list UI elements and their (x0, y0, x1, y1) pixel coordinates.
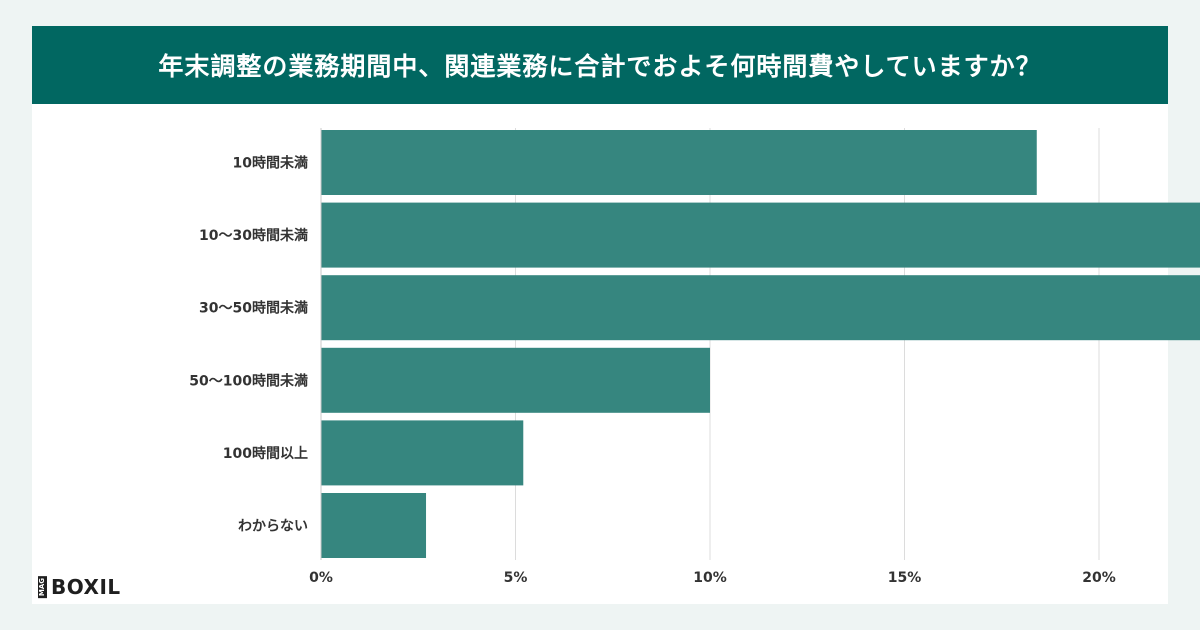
boxil-logo: MAG BOXIL (38, 575, 121, 600)
x-tick-label: 0% (309, 570, 333, 586)
category-label: 10時間未満 (233, 155, 308, 172)
category-label: 10〜30時間未満 (199, 227, 308, 244)
category-label: 50〜100時間未満 (189, 372, 308, 389)
logo-mag-tag: MAG (38, 576, 47, 599)
category-label: 100時間以上 (223, 445, 308, 462)
bar (321, 202, 1200, 268)
bar (321, 493, 427, 558)
bar (321, 420, 524, 486)
bar (321, 275, 1200, 341)
x-tick-label: 5% (504, 570, 528, 586)
x-tick-label: 20% (1082, 570, 1116, 586)
x-tick-label: 10% (693, 570, 727, 586)
category-label: 30〜50時間未満 (199, 300, 308, 317)
category-label: わからない (238, 519, 308, 535)
logo-wordmark: BOXIL (51, 575, 121, 600)
chart-title: 年末調整の業務期間中、関連業務に合計でおよそ何時間費やしていますか？ (158, 52, 1042, 81)
x-tick-label: 15% (888, 570, 922, 586)
bar (321, 130, 1037, 195)
chart-header: 年末調整の業務期間中、関連業務に合計でおよそ何時間費やしていますか？ (32, 26, 1168, 104)
bar (321, 347, 710, 413)
